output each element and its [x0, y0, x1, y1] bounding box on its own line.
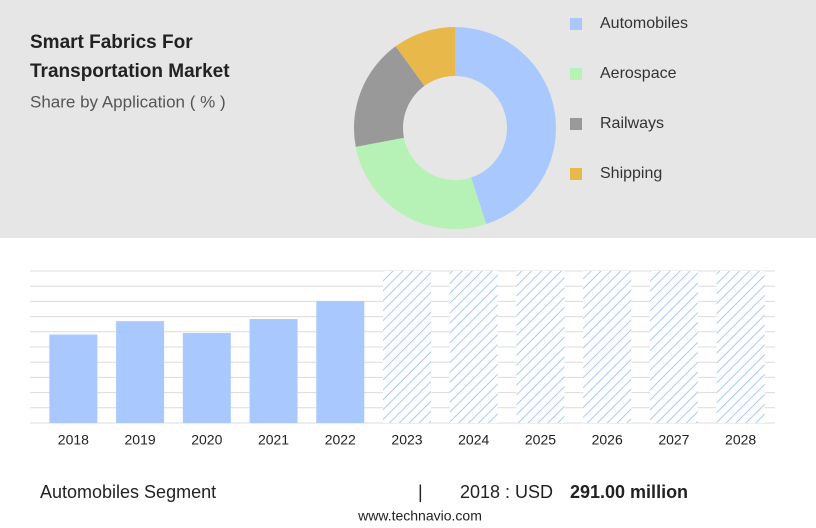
x-tick-label: 2020 [191, 432, 222, 448]
bar [116, 321, 165, 423]
legend: Automobiles Aerospace Railways Shipping [570, 15, 688, 182]
x-tick-label: 2026 [592, 432, 623, 448]
footer-prefix: 2018 : USD [460, 482, 553, 502]
bar [249, 319, 298, 423]
x-tick-label: 2021 [258, 432, 289, 448]
donut [354, 27, 556, 230]
donut-slice [395, 27, 455, 86]
legend-label: Aerospace [600, 65, 677, 82]
x-tick-label: 2022 [325, 432, 356, 448]
x-tick-label: 2025 [525, 432, 556, 448]
forecast-bar [516, 271, 565, 423]
forecast-bar [649, 271, 698, 423]
x-tick-label: 2023 [391, 432, 422, 448]
donut-slice [455, 27, 556, 225]
bar [182, 333, 231, 423]
bar [316, 301, 365, 423]
x-tick-label: 2027 [658, 432, 689, 448]
x-tick-label: 2028 [725, 432, 756, 448]
footer-segment: Automobiles Segment [40, 482, 216, 502]
legend-swatch [570, 68, 582, 80]
donut-slice [355, 137, 487, 230]
x-tick-label: 2019 [125, 432, 156, 448]
x-tick-label: 2018 [58, 432, 89, 448]
x-tick-label: 2024 [458, 432, 489, 448]
forecast-bar [583, 271, 632, 423]
forecast-bar [449, 271, 498, 423]
donut-slice [354, 46, 425, 147]
legend-swatch [570, 168, 582, 180]
forecast-bar [383, 271, 431, 423]
forecast-bar [716, 271, 765, 423]
legend-label: Automobiles [600, 15, 688, 32]
subtitle: Share by Application ( % ) [30, 92, 226, 111]
bar [49, 334, 98, 423]
legend-label: Railways [600, 115, 664, 132]
legend-swatch [570, 18, 582, 30]
footer-value: 291.00 million [570, 482, 688, 502]
legend-label: Shipping [600, 165, 662, 182]
legend-swatch [570, 118, 582, 130]
bar-chart: 2018 2019 2020 2021 2022 2023 2024 2025 2026 2027… [30, 270, 775, 448]
footer-separator: | [418, 482, 423, 502]
website: www.technavio.com [357, 508, 482, 524]
title-line: Smart Fabrics For [30, 32, 193, 53]
title-line: Transportation Market [30, 61, 230, 82]
